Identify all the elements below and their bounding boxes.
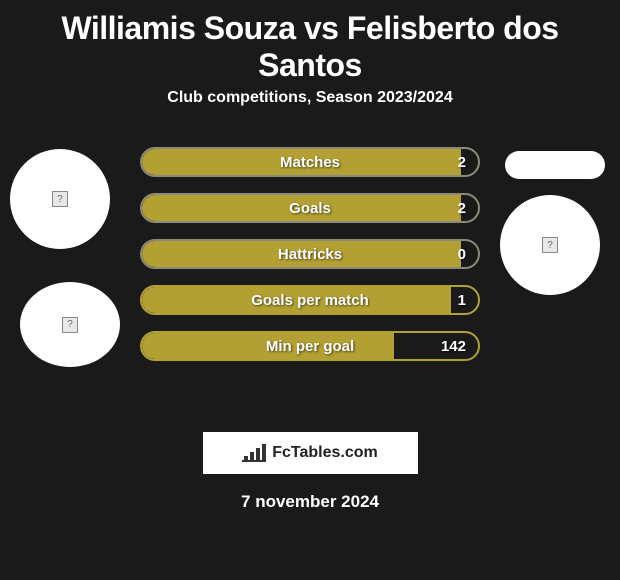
player-avatar-right-top <box>505 151 605 179</box>
brand-chart-icon <box>242 444 266 462</box>
stat-row-goals-per-match: Goals per match 1 <box>140 285 480 315</box>
player-avatar-right-bottom: ? <box>500 195 600 295</box>
player-avatar-left-bottom: ? <box>20 282 120 367</box>
stat-label: Hattricks <box>278 246 342 263</box>
stat-row-min-per-goal: Min per goal 142 <box>140 331 480 361</box>
player-avatar-left-top: ? <box>10 149 110 249</box>
stat-value: 1 <box>458 292 466 309</box>
stat-row-matches: Matches 2 <box>140 147 480 177</box>
stat-label: Min per goal <box>266 338 354 355</box>
stat-value: 2 <box>458 154 466 171</box>
subtitle: Club competitions, Season 2023/2024 <box>0 89 620 107</box>
brand-box[interactable]: FcTables.com <box>203 432 418 474</box>
image-placeholder-icon: ? <box>62 317 78 333</box>
stat-value: 2 <box>458 200 466 217</box>
stat-value: 0 <box>458 246 466 263</box>
stat-row-goals: Goals 2 <box>140 193 480 223</box>
stat-value: 142 <box>441 338 466 355</box>
stats-container: Matches 2 Goals 2 Hattricks 0 Goals per … <box>140 147 480 361</box>
page-title: Williamis Souza vs Felisberto dos Santos <box>0 0 620 89</box>
image-placeholder-icon: ? <box>542 237 558 253</box>
stat-label: Goals per match <box>251 292 369 309</box>
brand-text: FcTables.com <box>272 444 378 462</box>
content-area: ? ? ? Matches 2 Goals 2 Hattricks 0 Goal… <box>0 137 620 417</box>
stat-label: Goals <box>289 200 331 217</box>
image-placeholder-icon: ? <box>52 191 68 207</box>
stat-label: Matches <box>280 154 340 171</box>
date-text: 7 november 2024 <box>0 492 620 512</box>
stat-row-hattricks: Hattricks 0 <box>140 239 480 269</box>
